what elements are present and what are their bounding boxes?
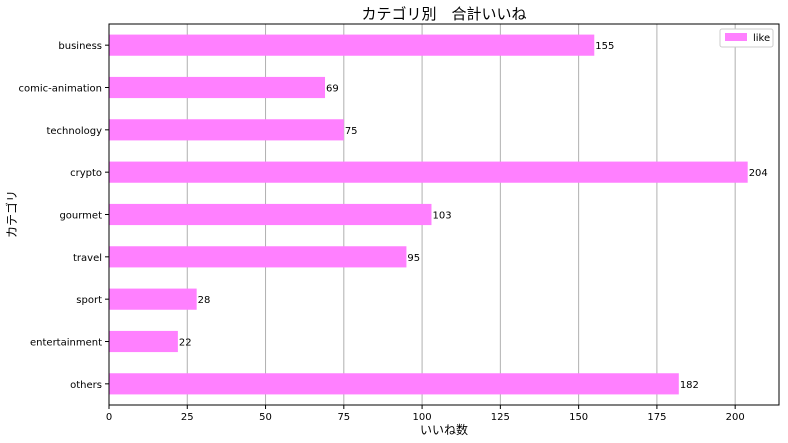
data-label: 182	[680, 380, 699, 391]
y-tick-label: travel	[73, 253, 102, 264]
axis-ticks: 0 25 50 75 100 125 150 175 200 business comic-anim…	[18, 41, 744, 423]
bar-business	[109, 34, 595, 56]
data-label: 103	[432, 211, 451, 222]
bar-sport	[109, 288, 197, 310]
bar-crypto	[109, 161, 748, 183]
y-tick-label: comic-animation	[18, 84, 102, 95]
x-tick-label: 100	[413, 412, 432, 423]
bar-entertainment	[109, 330, 178, 353]
chart-title: カテゴリ別 合計いいね	[361, 5, 526, 23]
data-label: 95	[407, 253, 420, 264]
legend: like	[719, 28, 774, 48]
y-axis-label: カテゴリ	[4, 190, 19, 238]
y-tick-label: sport	[76, 295, 102, 306]
x-tick-label: 75	[337, 412, 350, 423]
x-tick-label: 50	[259, 412, 272, 423]
x-axis-label: いいね数	[420, 422, 468, 437]
y-tick-label: business	[58, 41, 102, 52]
x-tick-label: 175	[647, 412, 666, 423]
data-label: 75	[345, 126, 358, 137]
bar-travel	[109, 246, 407, 268]
bar-gourmet	[109, 203, 432, 226]
bar-technology	[109, 119, 344, 141]
y-tick-label: others	[70, 380, 102, 391]
data-label: 155	[595, 41, 614, 52]
data-label: 69	[326, 84, 339, 95]
x-tick-label: 0	[106, 412, 112, 423]
x-tick-label: 25	[181, 412, 194, 423]
x-tick-label: 200	[726, 412, 745, 423]
y-tick-label: gourmet	[59, 211, 102, 222]
bar-others	[109, 373, 679, 395]
legend-swatch	[725, 33, 747, 41]
y-tick-label: entertainment	[30, 338, 102, 349]
bar-comic-animation	[109, 76, 326, 99]
data-label: 204	[749, 168, 768, 179]
y-tick-label: technology	[46, 126, 102, 137]
legend-label: like	[753, 33, 770, 44]
x-tick-label: 150	[569, 412, 588, 423]
y-tick-label: crypto	[70, 168, 102, 179]
x-tick-label: 125	[491, 412, 510, 423]
data-label: 22	[179, 338, 192, 349]
bars: 155 69 75 204 103 95 28 22 182	[109, 34, 768, 395]
data-label: 28	[198, 295, 211, 306]
